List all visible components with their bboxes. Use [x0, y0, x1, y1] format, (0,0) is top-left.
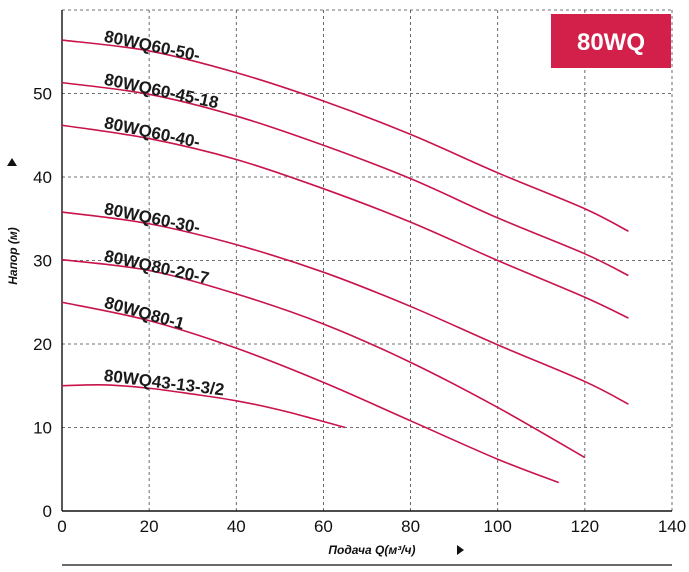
y-tick-label: 30: [33, 252, 52, 271]
series-line-1: [61, 81, 629, 277]
y-tick-label: 40: [33, 168, 52, 187]
series-line-2: [61, 124, 629, 319]
y-axis-arrow-icon: [7, 158, 17, 166]
y-tick-label: 50: [33, 85, 52, 104]
x-tick-label: 120: [571, 517, 599, 536]
x-tick-label: 40: [227, 517, 246, 536]
series-label-1: 80WQ60-45-18: [103, 70, 221, 113]
x-tick-label: 100: [484, 517, 512, 536]
x-tick-label: 80: [401, 517, 420, 536]
model-badge-text: 80WQ: [577, 29, 645, 56]
series-line-3: [61, 211, 629, 405]
x-tick-label: 140: [658, 517, 686, 536]
axes: [61, 10, 672, 512]
y-tick-label: 20: [33, 335, 52, 354]
tick-labels: 0 20 40 60 80 100 120 140 0 10 20 30 40 50: [33, 85, 686, 537]
series-label-4: 80WQ80-20-7: [103, 246, 211, 288]
series-line-4: [61, 258, 586, 459]
series-line-5: [61, 301, 559, 484]
series-line-0: [61, 39, 629, 232]
series-label-2: 80WQ60-40-: [103, 113, 202, 152]
x-tick-label: 60: [314, 517, 333, 536]
x-axis-arrow-icon: [457, 545, 464, 555]
series-label-3: 80WQ60-30-: [103, 199, 202, 237]
series-lines: [61, 39, 629, 484]
x-tick-label: 20: [140, 517, 159, 536]
x-axis-title: Подача Q(м³/ч): [328, 543, 415, 557]
series-line-6: [61, 384, 346, 429]
series-label-5: 80WQ80-1: [102, 293, 186, 334]
y-tick-label: 0: [43, 502, 52, 521]
x-tick-label: 0: [57, 517, 66, 536]
y-tick-label: 10: [33, 419, 52, 438]
y-axis-title: Напор (м): [6, 227, 20, 285]
series-label-6: 80WQ43-13-3/2: [103, 366, 225, 399]
series-label-0: 80WQ60-50-: [103, 27, 202, 65]
model-badge: 80WQ: [551, 14, 671, 68]
